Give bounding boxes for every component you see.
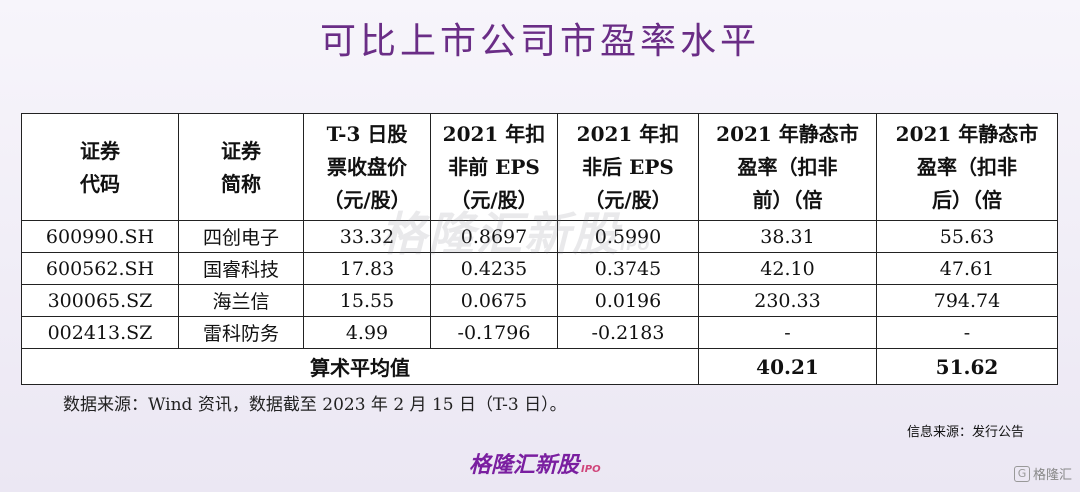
table-cell: 47.61 <box>876 252 1058 285</box>
table-cell: 0.5990 <box>557 220 699 253</box>
column-header: T-3 日股 票收盘价 （元/股） <box>303 113 431 221</box>
brand-logo: 格隆汇新股 IPO <box>469 453 601 478</box>
table-footer-row: 算术平均值 40.21 51.62 <box>21 348 1058 385</box>
info-source: 信息来源：发行公告 <box>906 425 1024 440</box>
corner-badge-label: 格隆汇 <box>1032 468 1072 483</box>
pe-comparison-table: 证券 代码 证券 简称 T-3 日股 票收盘价 （元/股） 2021 年扣 非前 EPS （元/股… <box>21 113 1058 385</box>
table-cell: 17.83 <box>303 252 431 285</box>
column-header-line: （元/股） <box>323 188 411 212</box>
table-cell: 794.74 <box>876 284 1058 317</box>
table-cell: - <box>876 316 1058 349</box>
column-header-line: 2021 年静态市 <box>716 122 859 146</box>
column-header: 2021 年扣 非前 EPS （元/股） <box>430 113 558 221</box>
column-header: 证券 简称 <box>178 113 304 221</box>
table-cell: 4.99 <box>303 316 431 349</box>
table-cell: 15.55 <box>303 284 431 317</box>
table-cell: 雷科防务 <box>178 316 304 349</box>
column-header-line: 非前 EPS <box>448 155 540 179</box>
table-cell: 0.8697 <box>430 220 558 253</box>
column-header: 2021 年静态市 盈率（扣非后）（倍 <box>876 113 1058 221</box>
table-cell: 33.32 <box>303 220 431 253</box>
table-row: 600990.SH 四创电子 33.32 0.8697 0.5990 38.31 55.63 <box>21 220 1058 253</box>
table-cell: - <box>698 316 877 349</box>
column-header-line: 2021 年扣 <box>576 122 680 146</box>
table-cell: 600562.SH <box>21 252 179 285</box>
table-cell: -0.2183 <box>557 316 699 349</box>
average-pe-after: 51.62 <box>876 348 1058 385</box>
column-header-line: 前）（倍 <box>752 188 823 212</box>
table-cell: 38.31 <box>698 220 877 253</box>
column-header-line: 盈率（扣非 <box>917 155 1017 179</box>
table-cell: 0.4235 <box>430 252 558 285</box>
table-cell: 0.3745 <box>557 252 699 285</box>
column-header-line: 2021 年扣 <box>442 122 546 146</box>
source-note: 数据来源：Wind 资讯，数据截至 2023 年 2 月 15 日（T-3 日）… <box>63 395 567 415</box>
column-header-line: 代码 <box>80 171 120 196</box>
table-cell: 四创电子 <box>178 220 304 253</box>
table-row: 002413.SZ 雷科防务 4.99 -0.1796 -0.2183- - <box>21 316 1058 349</box>
average-label: 算术平均值 <box>21 348 699 385</box>
column-header-line: 2021 年静态市 <box>895 122 1039 146</box>
column-header: 证券 代码 <box>21 113 179 221</box>
table-cell: 230.33 <box>698 284 877 317</box>
column-header-line: （元/股） <box>450 188 538 212</box>
column-header-line: 简称 <box>221 171 261 196</box>
table-cell: 002413.SZ <box>21 316 179 349</box>
column-header-line: 非后 EPS <box>582 155 674 179</box>
table-row: 600562.SH 国睿科技 17.83 0.4235 0.3745 42.10 47.61 <box>21 252 1058 285</box>
table-row: 300065.SZ 海兰信 15.55 0.0675 0.0196 230.33 794.7… <box>21 284 1058 317</box>
table-cell: 300065.SZ <box>21 284 179 317</box>
column-header: 2021 年静态市 盈率（扣非前）（倍 <box>698 113 877 221</box>
table-cell: 0.0196 <box>557 284 699 317</box>
table-cell: 0.0675 <box>430 284 558 317</box>
column-header-line: 后）（倍 <box>932 188 1002 212</box>
column-header-line: 证券 <box>80 138 120 163</box>
corner-badge: G 格隆汇 <box>1013 464 1072 483</box>
table-cell: 国睿科技 <box>178 252 304 285</box>
column-header: 2021 年扣 非后 EPS （元/股） <box>557 113 699 221</box>
column-header-line: 证券 <box>221 138 261 163</box>
table-cell: -0.1796 <box>430 316 558 349</box>
table-cell: 海兰信 <box>178 284 304 317</box>
column-header-line: 盈率（扣非 <box>737 155 838 179</box>
page-title: 可比上市公司市盈率水平 <box>319 21 760 62</box>
average-pe-before: 40.21 <box>698 348 877 385</box>
table-cell: 42.10 <box>698 252 877 285</box>
table-header-row: 证券 代码 证券 简称 T-3 日股 票收盘价 （元/股） 2021 年扣 非前 EPS （元/股… <box>21 113 1058 221</box>
column-header-line: 票收盘价 <box>327 155 407 179</box>
table-cell: 55.63 <box>876 220 1058 253</box>
column-header-line: （元/股） <box>584 188 672 212</box>
column-header-line: T-3 日股 <box>326 122 408 146</box>
table-cell: 600990.SH <box>21 220 179 253</box>
g-logo-icon: G <box>1013 465 1030 482</box>
